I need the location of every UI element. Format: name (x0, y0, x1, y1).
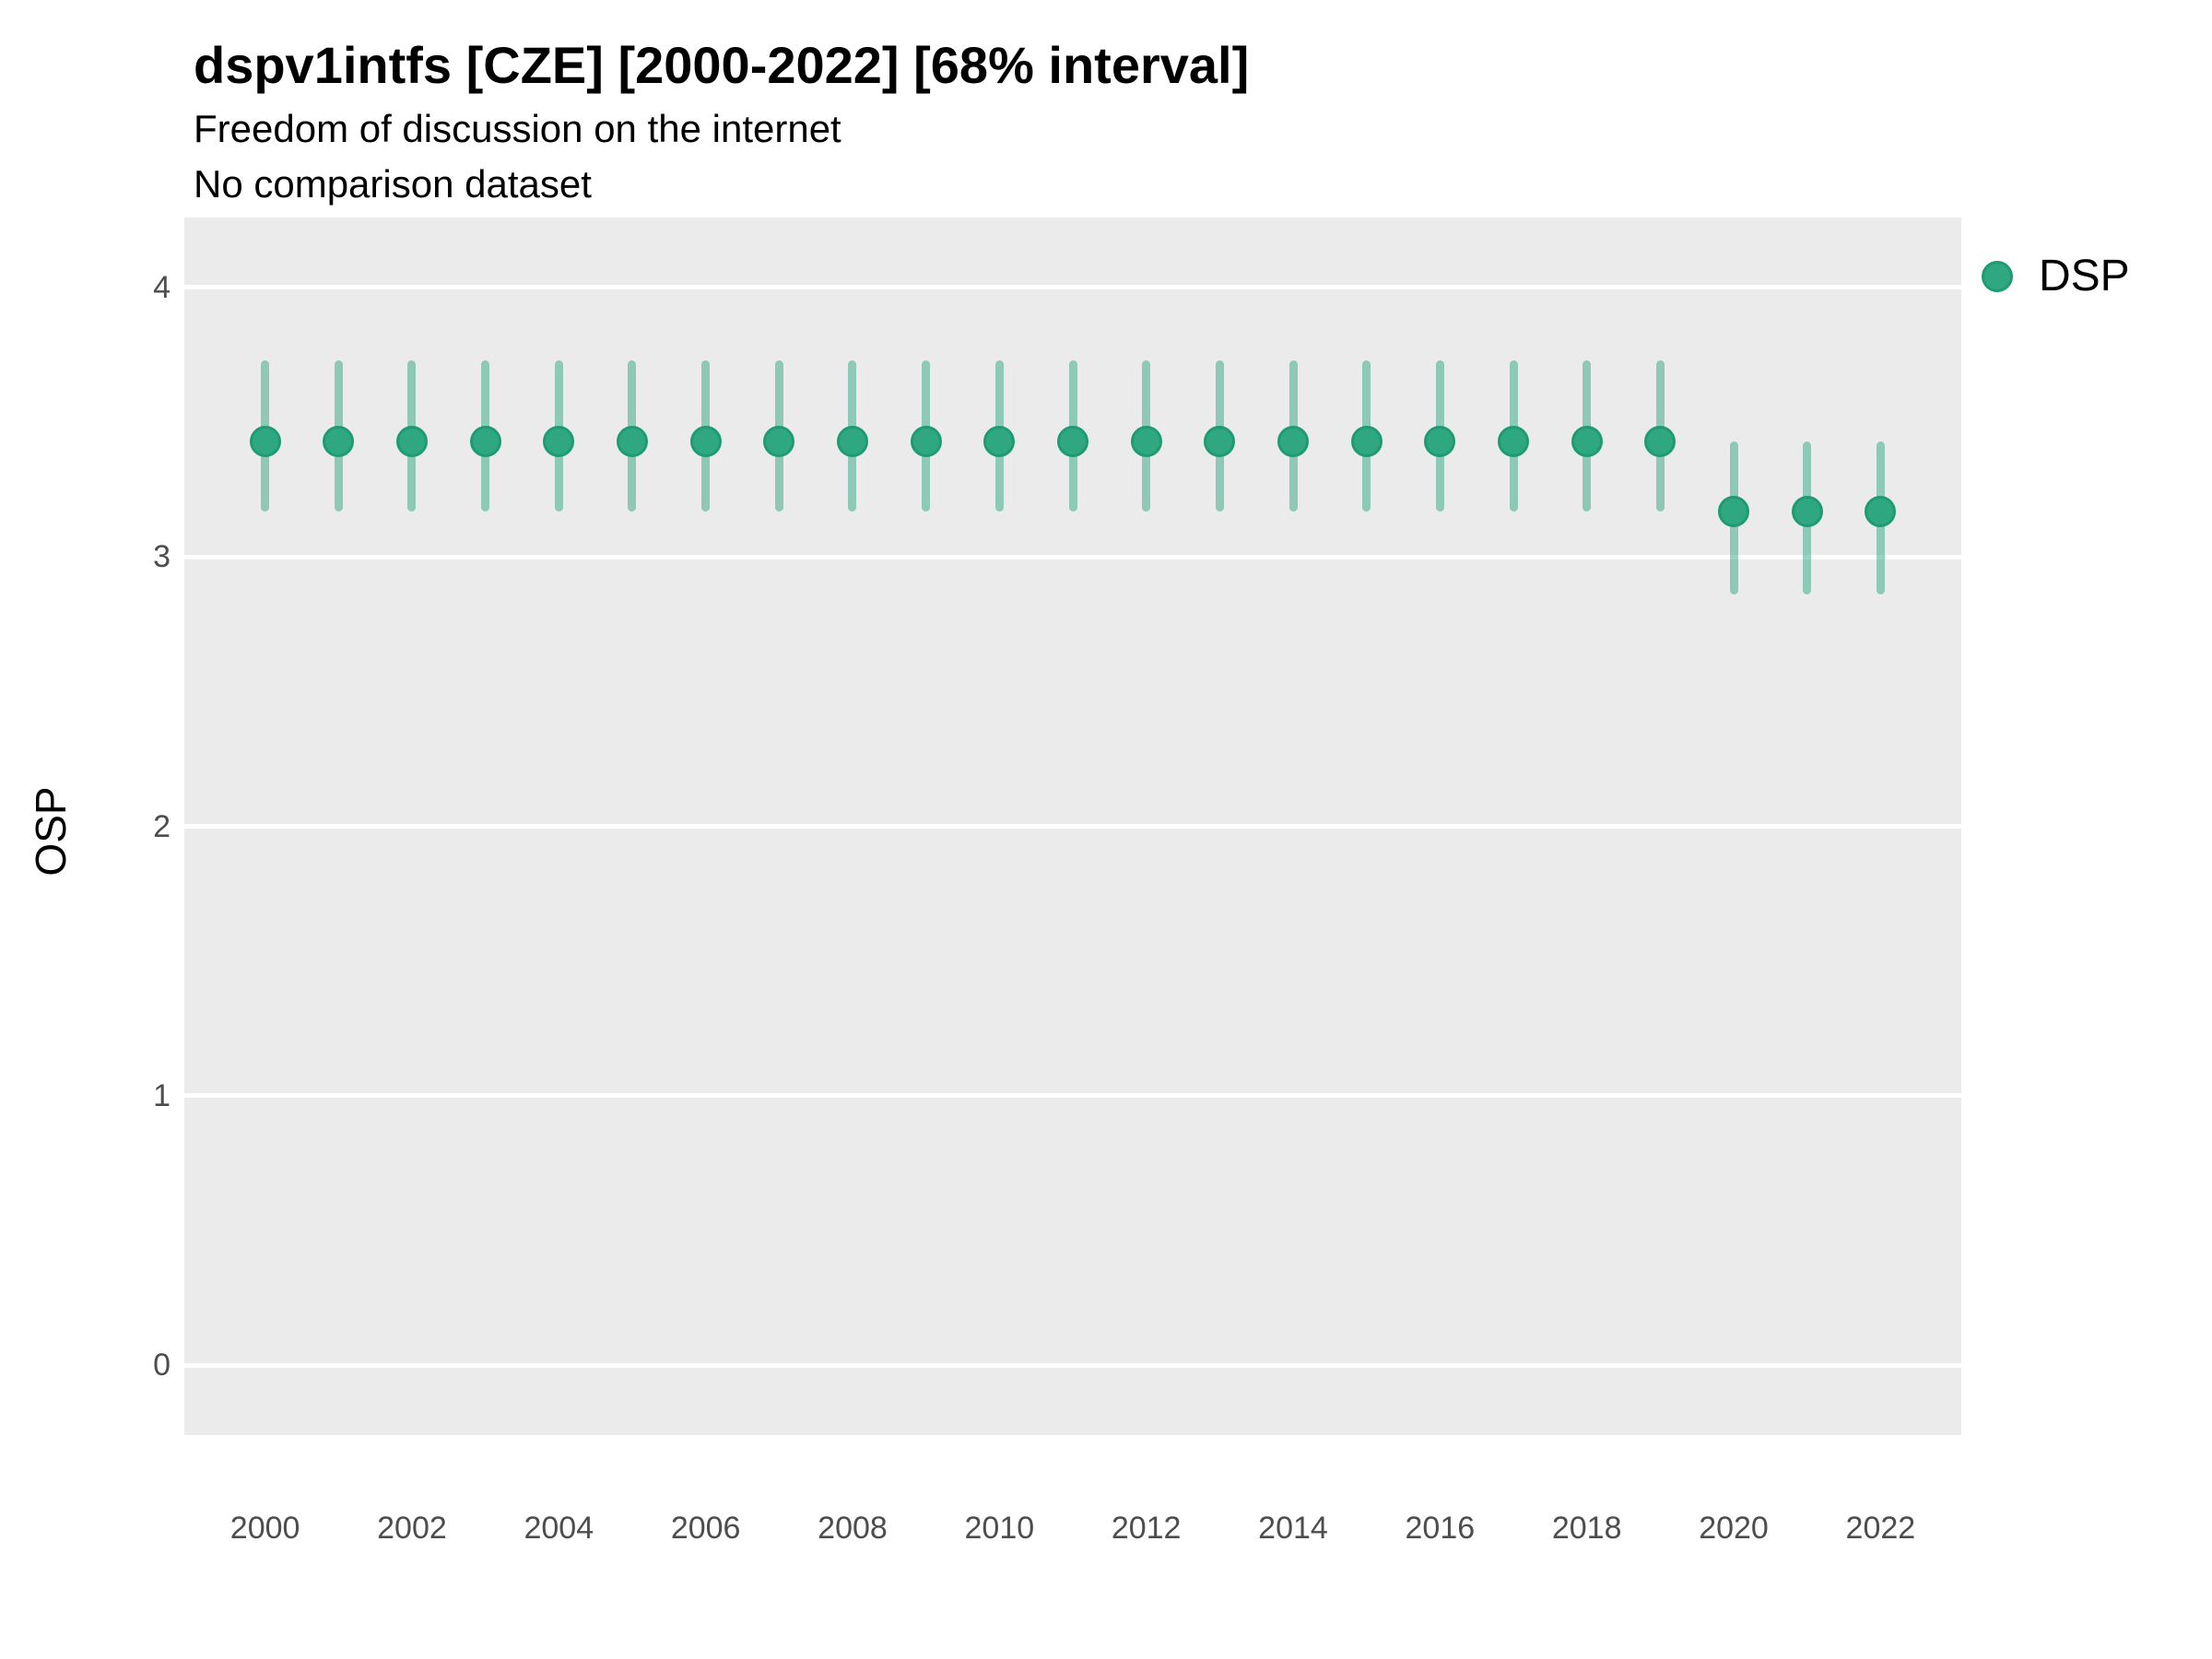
data-point-2006 (689, 425, 722, 457)
data-point-2020 (1718, 495, 1750, 527)
data-point-2021 (1791, 495, 1823, 527)
data-point-2009 (910, 425, 942, 457)
data-point-2005 (616, 425, 648, 457)
x-tick-label-2018: 2018 (1551, 1511, 1622, 1546)
gridline-y-2 (184, 824, 1961, 829)
x-tick-label-2010: 2010 (964, 1511, 1035, 1546)
data-point-2002 (395, 425, 428, 457)
plot-panel (184, 218, 1961, 1435)
data-point-2004 (543, 425, 575, 457)
y-tick-label-1: 1 (153, 1077, 171, 1113)
data-point-2017 (1498, 425, 1530, 457)
data-point-2010 (983, 425, 1016, 457)
data-point-2007 (763, 425, 795, 457)
gridline-y-3 (184, 554, 1961, 559)
chart-subtitle: Freedom of discussion on the internet (194, 107, 841, 150)
x-tick-label-2022: 2022 (1845, 1511, 1916, 1546)
x-tick-label-2006: 2006 (670, 1511, 741, 1546)
data-point-2001 (323, 425, 355, 457)
x-tick-label-2000: 2000 (229, 1511, 300, 1546)
chart-title: dspv1intfs [CZE] [2000-2022] [68% interv… (194, 36, 1250, 94)
gridline-y-4 (184, 285, 1961, 290)
gridline-y-1 (184, 1093, 1961, 1099)
data-point-2016 (1424, 425, 1456, 457)
data-point-2003 (469, 425, 501, 457)
y-tick-label-3: 3 (153, 539, 171, 575)
legend-dot-dsp-icon (1982, 261, 2013, 292)
data-point-2008 (836, 425, 868, 457)
chart-note: No comparison dataset (194, 162, 592, 206)
y-tick-label-0: 0 (153, 1347, 171, 1382)
y-tick-label-2: 2 (153, 808, 171, 844)
x-tick-label-2020: 2020 (1699, 1511, 1769, 1546)
data-point-2013 (1204, 425, 1236, 457)
data-point-2012 (1130, 425, 1162, 457)
data-point-2000 (249, 425, 281, 457)
x-tick-label-2014: 2014 (1258, 1511, 1328, 1546)
data-point-2019 (1644, 425, 1677, 457)
data-point-2015 (1350, 425, 1382, 457)
x-tick-label-2004: 2004 (524, 1511, 594, 1546)
data-point-2018 (1571, 425, 1603, 457)
legend-label-dsp: DSP (2039, 252, 2130, 300)
x-tick-label-2002: 2002 (377, 1511, 447, 1546)
x-tick-label-2012: 2012 (1111, 1511, 1182, 1546)
gridline-y-0 (184, 1362, 1961, 1368)
y-tick-label-4: 4 (153, 269, 171, 305)
legend: DSP (1982, 247, 2130, 306)
x-tick-label-2016: 2016 (1405, 1511, 1476, 1546)
data-point-2014 (1277, 425, 1309, 457)
data-point-2022 (1865, 495, 1897, 527)
x-tick-label-2008: 2008 (818, 1511, 888, 1546)
data-point-2011 (1057, 425, 1088, 457)
